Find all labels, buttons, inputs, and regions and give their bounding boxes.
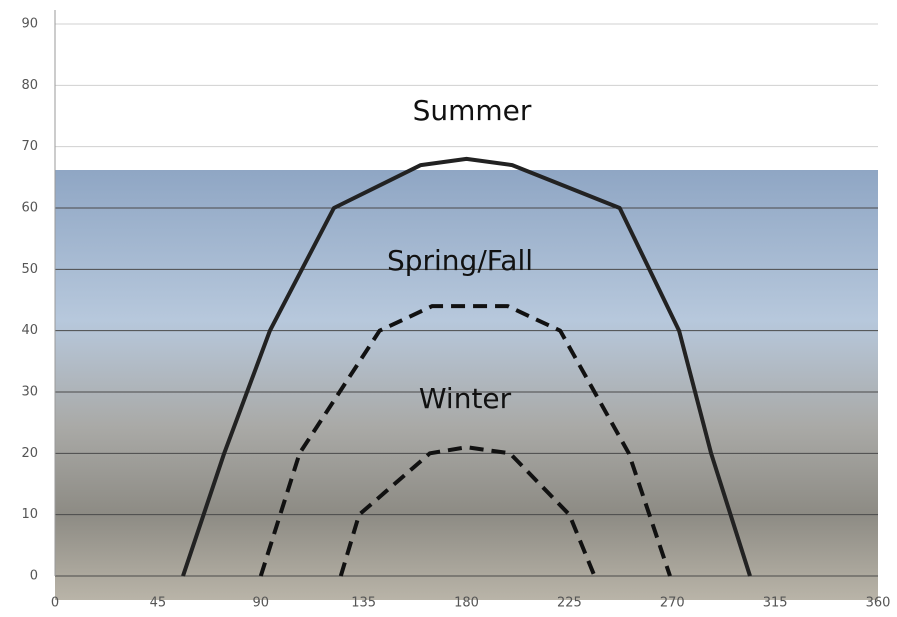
- y-tick-label: 90: [21, 17, 38, 32]
- x-tick-label: 135: [351, 596, 376, 611]
- x-tick-label: 90: [252, 596, 269, 611]
- annotation: Winter: [419, 382, 512, 415]
- x-tick-label: 0: [51, 596, 59, 611]
- y-tick-label: 20: [21, 446, 38, 461]
- y-tick-label: 70: [21, 139, 38, 154]
- y-tick-label: 30: [21, 385, 38, 400]
- x-tick-label: 360: [866, 596, 891, 611]
- x-tick-label: 270: [660, 596, 685, 611]
- annotation: Spring/Fall: [387, 244, 533, 277]
- x-tick-label: 45: [150, 596, 167, 611]
- x-tick-label: 180: [454, 596, 479, 611]
- x-tick-label: 315: [763, 596, 788, 611]
- y-tick-label: 80: [21, 78, 38, 93]
- series-line: [258, 304, 672, 577]
- y-tick-label: 10: [21, 507, 38, 522]
- y-tick-label: 40: [21, 323, 38, 338]
- x-tick-label: 225: [557, 596, 582, 611]
- series-line: [181, 156, 752, 577]
- photo-background: [55, 170, 878, 600]
- y-tick-label: 0: [30, 569, 38, 584]
- y-tick-label: 50: [21, 262, 38, 277]
- y-tick-label: 60: [21, 201, 38, 216]
- annotation: Summer: [413, 94, 532, 127]
